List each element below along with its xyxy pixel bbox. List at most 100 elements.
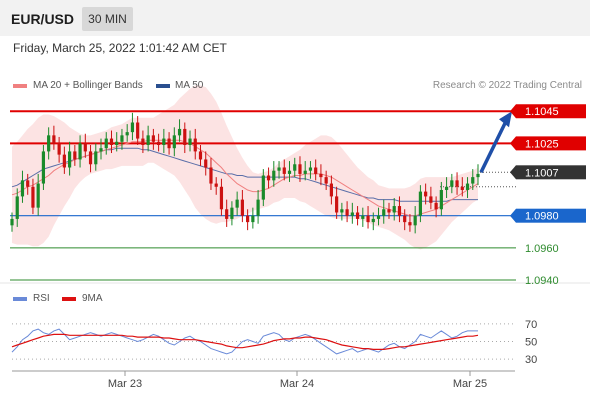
candle-body — [136, 122, 140, 139]
forecast-arrow-head — [499, 111, 512, 128]
candle-body — [266, 175, 271, 181]
candle-body — [88, 151, 93, 165]
level-tag-1.1025 — [516, 136, 586, 151]
candle-body — [287, 170, 292, 174]
candle-body — [308, 167, 313, 171]
candle-body — [188, 138, 192, 145]
rsi-tick-50: 50 — [525, 337, 537, 349]
candle-body — [10, 218, 14, 226]
level-label-1.0980: 1.0980 — [525, 211, 559, 223]
candle-body — [450, 180, 454, 187]
candle-body — [444, 186, 449, 190]
x-tick-label: Mar 23 — [108, 378, 142, 390]
candle-body — [355, 212, 360, 219]
candle-body — [225, 209, 229, 219]
candle-body — [471, 177, 475, 184]
candle-body — [62, 154, 66, 168]
candle-body — [167, 138, 171, 149]
candle-body — [403, 215, 407, 223]
candle-body — [371, 218, 375, 223]
candle-body — [418, 191, 423, 216]
candle-body — [387, 209, 391, 213]
candle-body — [424, 191, 428, 197]
forecast-arrow-shaft — [479, 122, 507, 174]
bollinger-band-area — [12, 85, 478, 250]
ma50-legend-swatch — [156, 84, 170, 88]
candle-body — [41, 151, 46, 184]
level-tag-1.1045 — [516, 104, 586, 119]
candle-body — [392, 206, 396, 213]
level-tag-pointer — [510, 136, 516, 151]
candle-body — [251, 215, 255, 223]
header-bar: EUR/USD 30 MIN — [0, 0, 590, 36]
candle-body — [235, 199, 239, 208]
candle-body — [52, 135, 56, 144]
x-tick-label: Mar 24 — [280, 378, 314, 390]
candle-body — [120, 135, 124, 142]
level-label-1.0940: 1.0940 — [525, 275, 559, 287]
rsi-ma-line — [11, 333, 479, 350]
instrument-title: EUR/USD — [11, 11, 75, 27]
candle-body — [73, 151, 77, 160]
candle-body — [183, 128, 187, 145]
candle-body — [219, 186, 224, 210]
level-tag-1.1007 — [516, 165, 586, 180]
candle-body — [272, 170, 276, 181]
research-credit: Research © 2022 Trading Central — [432, 80, 582, 91]
candle-body — [78, 143, 82, 160]
candle-body — [434, 202, 438, 210]
candle-body — [439, 189, 443, 210]
candle-body — [314, 167, 318, 174]
candle-body — [26, 180, 30, 187]
candle-body — [99, 148, 103, 152]
level-tag-pointer — [510, 104, 516, 119]
x-tick-label: Mar 25 — [453, 378, 487, 390]
candle-body — [350, 212, 354, 216]
candle-body — [172, 135, 176, 149]
candle-body — [277, 167, 281, 171]
candle-body — [293, 164, 297, 171]
level-tag-pointer — [510, 165, 516, 180]
candle-body — [397, 206, 402, 216]
rsi-legend-swatch — [13, 297, 27, 301]
candle-body — [31, 186, 35, 208]
candle-body — [130, 122, 135, 133]
candle-body — [465, 183, 470, 190]
candle-body — [246, 215, 250, 223]
rsi-ma-legend-label: 9MA — [82, 293, 103, 304]
level-label-1.0960: 1.0960 — [525, 243, 559, 255]
candle-body — [104, 138, 108, 149]
candle-body — [57, 143, 61, 155]
candle-body — [67, 151, 72, 168]
rsi-legend-label: RSI — [33, 293, 50, 304]
candle-body — [15, 196, 19, 219]
candle-body — [376, 215, 381, 219]
level-label-1.1025: 1.1025 — [525, 138, 559, 150]
ma20-legend-label: MA 20 + Bollinger Bands — [33, 80, 143, 91]
candle-body — [141, 138, 145, 145]
candle-body — [209, 167, 213, 184]
candle-body — [303, 170, 307, 174]
candle-body — [319, 173, 323, 178]
timeframe-button[interactable]: 30 MIN — [82, 7, 133, 31]
candle-body — [198, 151, 203, 160]
candle-body — [382, 209, 386, 216]
candle-body — [162, 138, 166, 145]
candle-body — [413, 215, 417, 226]
candle-body — [460, 186, 464, 190]
candle-body — [340, 209, 344, 213]
candle-body — [20, 180, 25, 197]
candle-body — [335, 196, 339, 213]
ma50-legend-label: MA 50 — [175, 80, 204, 91]
candle-body — [157, 141, 161, 145]
candle-body — [366, 215, 370, 223]
candle-body — [282, 167, 286, 174]
candle-body — [36, 183, 40, 208]
candle-body — [193, 138, 197, 152]
level-tag-1.0980 — [516, 208, 586, 223]
candle-body — [476, 173, 480, 178]
timestamp: Friday, March 25, 2022 1:01:42 AM CET — [13, 41, 227, 55]
candle-body — [455, 180, 459, 187]
ma20-legend-swatch — [13, 84, 27, 88]
